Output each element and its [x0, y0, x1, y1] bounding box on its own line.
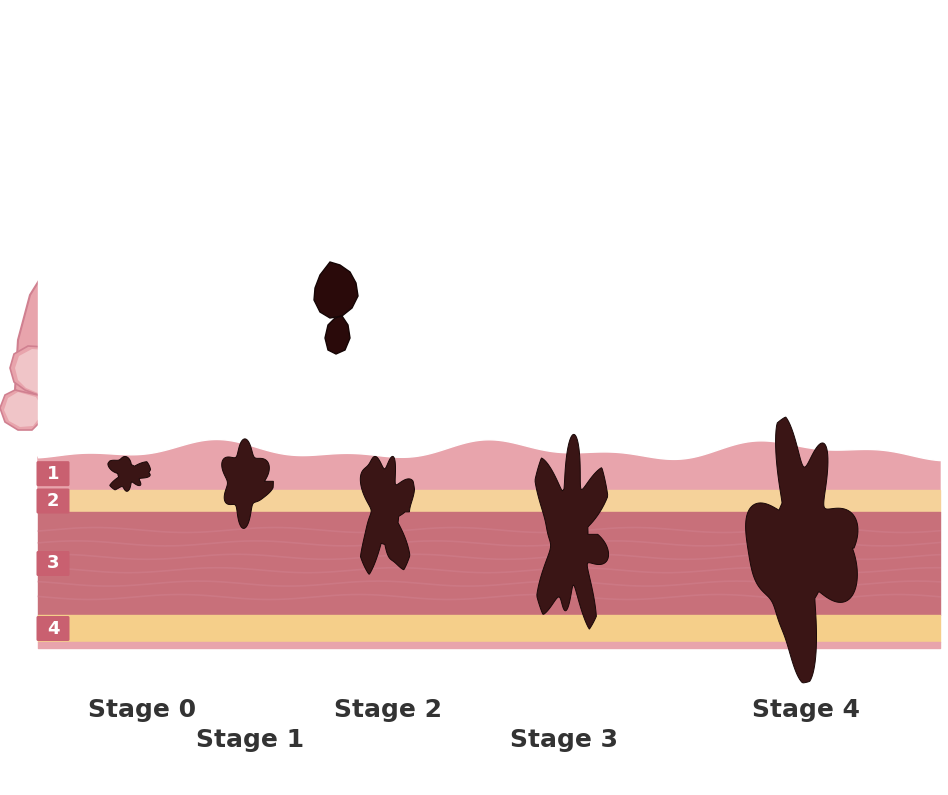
Polygon shape [15, 78, 393, 425]
Polygon shape [115, 5, 163, 95]
Polygon shape [40, 93, 370, 408]
Polygon shape [325, 316, 350, 354]
FancyBboxPatch shape [37, 461, 69, 487]
Polygon shape [360, 456, 414, 574]
FancyBboxPatch shape [37, 488, 69, 514]
Text: Stage 2: Stage 2 [334, 698, 442, 722]
Text: 1: 1 [46, 464, 59, 483]
Polygon shape [10, 346, 62, 395]
Text: Muscle: Muscle [518, 189, 624, 219]
Text: 1.: 1. [460, 65, 489, 95]
Text: Stage 4: Stage 4 [752, 698, 860, 722]
Polygon shape [314, 262, 358, 318]
Polygon shape [745, 417, 858, 683]
Polygon shape [535, 434, 609, 629]
Polygon shape [15, 349, 59, 393]
Text: Stage 3: Stage 3 [510, 728, 618, 752]
Text: 4.: 4. [460, 251, 489, 281]
Text: Stage 0: Stage 0 [88, 698, 196, 722]
Text: 3.: 3. [460, 189, 489, 219]
Polygon shape [222, 439, 273, 529]
Text: 3: 3 [46, 554, 59, 572]
Text: 2: 2 [46, 492, 59, 510]
Text: Mucosa: Mucosa [518, 65, 633, 95]
Text: 4: 4 [46, 619, 59, 638]
FancyBboxPatch shape [37, 616, 69, 641]
Polygon shape [4, 392, 42, 427]
Text: Stage 1: Stage 1 [196, 728, 304, 752]
Polygon shape [0, 390, 45, 430]
Polygon shape [108, 456, 151, 491]
Text: Submucosa: Submucosa [518, 127, 695, 157]
Polygon shape [305, 255, 372, 332]
FancyBboxPatch shape [37, 551, 69, 576]
Polygon shape [168, 116, 365, 393]
Text: Outer layer (serosa): Outer layer (serosa) [518, 251, 825, 281]
Polygon shape [126, 10, 162, 85]
Text: 2.: 2. [460, 127, 489, 157]
Polygon shape [38, 439, 940, 490]
